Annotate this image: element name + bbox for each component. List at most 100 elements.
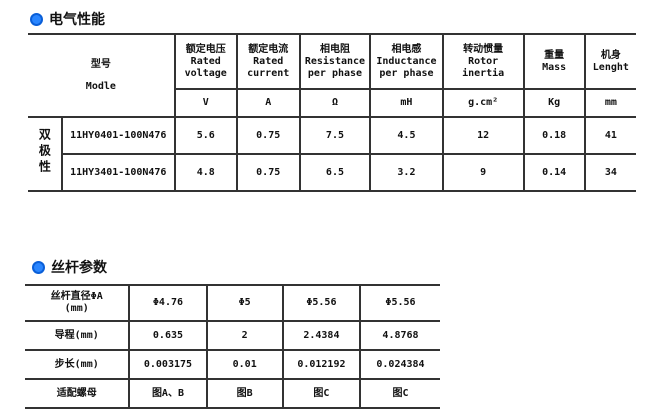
column-header: 转动惯量 Rotor inertia bbox=[441, 33, 525, 90]
cell-text: Φ5.56 bbox=[385, 297, 416, 308]
table-row: 导程(mm) 0.635 2 2.4384 4.8768 bbox=[25, 320, 440, 351]
cell-text: inertia bbox=[462, 67, 505, 79]
cell-text: 型号 bbox=[90, 58, 111, 70]
cell-text: 2 bbox=[241, 329, 248, 341]
cell-text: 11HY3401-100N476 bbox=[70, 166, 167, 178]
cell-text: Lenght bbox=[592, 61, 629, 73]
group-cell: 双极性 bbox=[28, 116, 63, 192]
table-cell: 4.8 bbox=[173, 153, 238, 192]
cell-text: Mass bbox=[542, 61, 567, 73]
group-text: 双极性 bbox=[37, 128, 52, 176]
table-cell: 0.18 bbox=[522, 116, 586, 155]
cell-text: Rated bbox=[190, 55, 221, 67]
table-cell: 图A、B bbox=[128, 378, 208, 409]
table-cell: 0.01 bbox=[205, 349, 284, 380]
column-header: 额定电流 Rated current bbox=[235, 33, 301, 90]
cell-text: 0.024384 bbox=[376, 358, 425, 370]
cell-text: 6.5 bbox=[325, 166, 344, 178]
table-cell: 4.5 bbox=[369, 116, 444, 155]
cell-text: mm bbox=[604, 97, 617, 108]
table-row: 适配螺母 图A、B 图B 图C 图C bbox=[25, 378, 440, 409]
table-cell: Φ4.76 bbox=[128, 284, 208, 322]
cell-text: voltage bbox=[184, 67, 227, 79]
bullet-icon bbox=[32, 260, 45, 274]
cell-text: 12 bbox=[477, 129, 490, 141]
unit-cell: mm bbox=[583, 88, 636, 118]
cell-text: 34 bbox=[604, 166, 617, 178]
cell-text: Rotor bbox=[468, 55, 499, 67]
unit-cell: g.cm² bbox=[441, 88, 525, 118]
table-cell: 0.012192 bbox=[281, 349, 361, 380]
row-label: 适配螺母 bbox=[25, 378, 131, 409]
table-cell: 9 bbox=[441, 153, 525, 192]
cell-text: Kg bbox=[548, 97, 561, 108]
section-title-text: 丝杆参数 bbox=[51, 260, 107, 276]
cell-text: mH bbox=[400, 97, 413, 108]
cell-text: 丝杆直径ΦA bbox=[50, 291, 103, 302]
cell-text: 图C bbox=[313, 387, 330, 399]
column-header: 额定电压 Rated voltage bbox=[173, 33, 238, 90]
cell-text: 转动惯量 bbox=[463, 43, 504, 55]
column-header: 重量 Mass bbox=[522, 33, 586, 90]
table-cell: 3.2 bbox=[369, 153, 444, 192]
model-cell: 11HY3401-100N476 bbox=[61, 153, 176, 192]
cell-text: 适配螺母 bbox=[56, 387, 97, 399]
table-cell: 7.5 bbox=[298, 116, 372, 155]
bullet-icon bbox=[30, 12, 43, 26]
table-cell: 图C bbox=[358, 378, 440, 409]
cell-text: current bbox=[247, 67, 290, 79]
cell-text: 4.8 bbox=[196, 166, 215, 178]
model-header: 型号 Modle bbox=[28, 33, 176, 118]
column-header: 相电阻 Resistance per phase bbox=[298, 33, 372, 90]
cell-text: 机身 bbox=[600, 49, 621, 61]
cell-text: 7.5 bbox=[325, 129, 344, 141]
cell-text: per phase bbox=[379, 67, 434, 79]
cell-text: 9 bbox=[480, 166, 487, 178]
table-cell: Φ5.56 bbox=[358, 284, 440, 322]
table-cell: 0.003175 bbox=[128, 349, 208, 380]
table-cell: 41 bbox=[583, 116, 636, 155]
cell-text: 导程(mm) bbox=[54, 329, 99, 341]
cell-text: 41 bbox=[604, 129, 617, 141]
section-title-screw: 丝杆参数 bbox=[32, 257, 107, 277]
cell-text: 步长(mm) bbox=[54, 358, 99, 370]
table-cell: Φ5.56 bbox=[281, 284, 361, 322]
cell-text: 相电阻 bbox=[319, 43, 350, 55]
cell-text: Φ5 bbox=[238, 297, 251, 308]
unit-cell: Kg bbox=[522, 88, 586, 118]
table-cell: 2 bbox=[205, 320, 284, 351]
cell-text: 额定电压 bbox=[185, 43, 226, 55]
cell-text: V bbox=[202, 97, 209, 108]
cell-text: 11HY0401-100N476 bbox=[70, 129, 167, 141]
cell-text: 0.635 bbox=[152, 329, 184, 341]
model-cell: 11HY0401-100N476 bbox=[60, 116, 176, 155]
cell-text: 图A、B bbox=[151, 387, 184, 399]
table-cell: 4.8768 bbox=[358, 320, 440, 351]
cell-text: 0.75 bbox=[256, 166, 281, 178]
cell-text: A bbox=[265, 97, 272, 108]
table-cell: 图B bbox=[205, 378, 284, 409]
cell-text: 相电感 bbox=[391, 43, 422, 55]
cell-text: 图C bbox=[392, 387, 409, 399]
table-row: 双极性 11HY0401-100N476 5.6 0.75 7.5 4.5 12 0.18 41 bbox=[28, 116, 636, 192]
section-title-electrical: 电气性能 bbox=[30, 9, 105, 29]
header-row: 型号 Modle 额定电压 Rated voltage 额定电流 Rated current 相… bbox=[28, 33, 636, 118]
cell-text: 0.01 bbox=[232, 358, 257, 370]
cell-text: 0.18 bbox=[542, 129, 567, 141]
table-cell: 34 bbox=[583, 153, 636, 192]
unit-cell: Ω bbox=[298, 88, 372, 118]
cell-text: 2.4384 bbox=[303, 329, 340, 341]
table-cell: 0.75 bbox=[235, 153, 301, 192]
table-cell: Φ5 bbox=[205, 284, 284, 322]
cell-text: 0.012192 bbox=[297, 358, 346, 370]
table-cell: 图C bbox=[281, 378, 361, 409]
cell-text: g.cm² bbox=[468, 97, 499, 108]
table-cell: 0.024384 bbox=[358, 349, 440, 380]
row-label: 步长(mm) bbox=[25, 349, 131, 380]
column-header: 机身 Lenght bbox=[583, 33, 636, 90]
cell-text: 0.003175 bbox=[143, 358, 193, 370]
cell-text: Inductance bbox=[376, 55, 437, 67]
cell-text: Φ4.76 bbox=[152, 297, 184, 308]
table-cell: 5.6 bbox=[173, 116, 238, 155]
table-row: 11HY3401-100N476 4.8 0.75 6.5 3.2 9 0.14 34 bbox=[28, 153, 636, 192]
